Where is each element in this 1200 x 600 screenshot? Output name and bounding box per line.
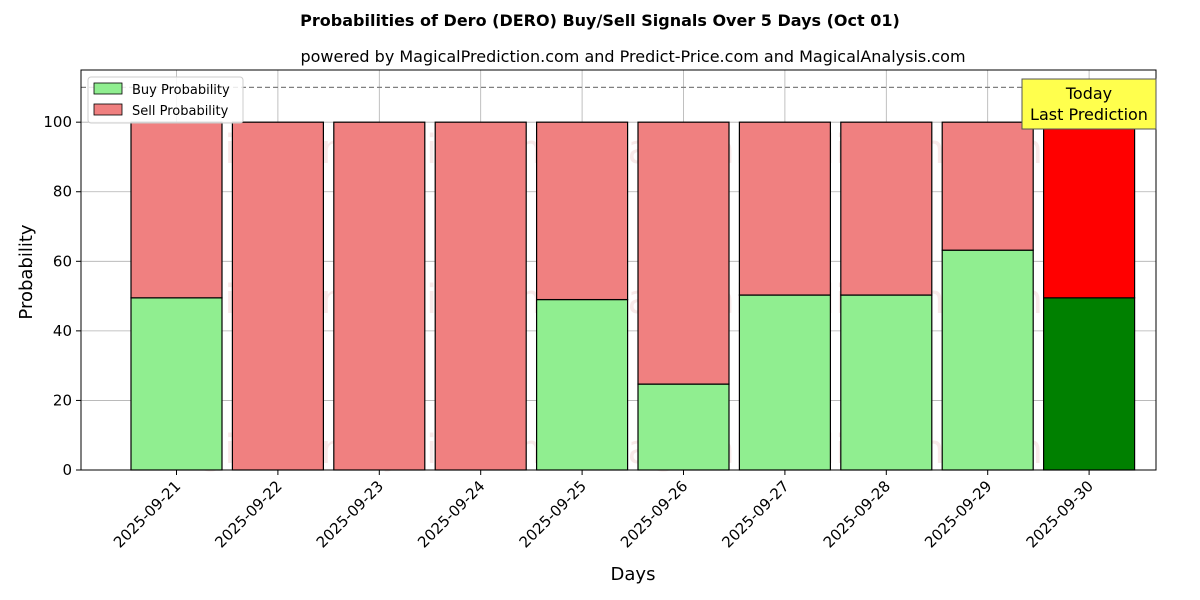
x-axis-ticks: 2025-09-21 2025-09-22 2025-09-23 2025-09-24… <box>110 470 1097 551</box>
x-tick-label: 2025-09-28 <box>820 477 894 551</box>
today-annotation: Today Last Prediction <box>1021 78 1157 130</box>
bar-sell-2025-09-21 <box>130 121 223 299</box>
plot-frame <box>80 69 1157 471</box>
bar-sell-2025-09-30 <box>1042 121 1136 299</box>
bar-sell-2025-09-24 <box>434 121 527 471</box>
annotation-line-1: Today <box>1065 84 1112 103</box>
y-axis-ticks: 0 20 40 60 80 100 <box>43 113 81 479</box>
legend-box <box>87 76 244 124</box>
x-axis-label: Days <box>611 564 656 585</box>
chart-title: Probabilities of Dero (DERO) Buy/Sell Si… <box>300 11 900 30</box>
y-tick-label: 60 <box>53 252 72 270</box>
x-tick-label: 2025-09-24 <box>414 477 488 551</box>
legend-swatch-sell <box>93 103 123 116</box>
bar-buy-2025-09-25 <box>535 298 629 471</box>
y-tick-label: 100 <box>43 113 72 131</box>
bar-sell-2025-09-22 <box>231 121 324 471</box>
x-tick-label: 2025-09-27 <box>718 477 792 551</box>
bar-buy-2025-09-29 <box>941 249 1034 471</box>
bar-buy-2025-09-28 <box>840 294 933 471</box>
bar-sell-2025-09-26 <box>637 121 730 385</box>
bar-buy-2025-09-27 <box>738 294 832 471</box>
bar-sell-2025-09-28 <box>840 121 933 296</box>
bar-buy-2025-09-30 <box>1042 297 1136 471</box>
chart-subtitle: powered by MagicalPrediction.com and Pre… <box>300 47 965 66</box>
legend-swatch-buy <box>93 82 123 95</box>
y-tick-label: 80 <box>53 183 72 201</box>
legend-label-buy: Buy Probability <box>132 83 230 98</box>
legend-label-sell: Sell Probability <box>132 104 229 119</box>
annotation-line-2: Last Prediction <box>1030 105 1148 124</box>
x-tick-label: 2025-09-21 <box>110 477 184 551</box>
y-tick-label: 40 <box>53 322 72 340</box>
bar-sell-2025-09-27 <box>738 121 832 296</box>
x-tick-label: 2025-09-29 <box>921 477 995 551</box>
legend: Buy Probability Sell Probability <box>87 76 244 124</box>
bar-sell-2025-09-29 <box>941 121 1034 251</box>
annotation-box <box>1021 78 1157 130</box>
bar-sell-2025-09-25 <box>535 121 629 301</box>
x-tick-label: 2025-09-23 <box>313 477 387 551</box>
x-tick-label: 2025-09-25 <box>516 477 590 551</box>
x-tick-label: 2025-09-26 <box>617 477 691 551</box>
y-axis-label: Probability <box>16 224 37 319</box>
bars <box>130 121 1136 471</box>
x-tick-label: 2025-09-22 <box>211 477 285 551</box>
x-tick-label: 2025-09-30 <box>1023 477 1097 551</box>
bar-buy-2025-09-26 <box>637 383 730 471</box>
y-tick-label: 20 <box>53 391 72 409</box>
y-tick-label: 0 <box>62 461 72 479</box>
bar-sell-2025-09-23 <box>333 121 426 471</box>
bar-buy-2025-09-21 <box>130 297 223 471</box>
